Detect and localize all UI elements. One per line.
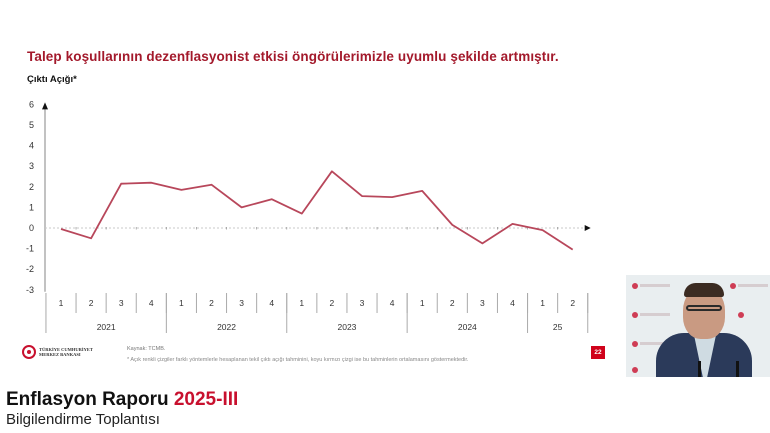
y-axis: 6 5 4 3 2 1 0 -1 -2 -3	[26, 99, 48, 295]
footnote: * Açık renkli çizgiler farklı yöntemlerl…	[127, 357, 469, 363]
svg-text:2: 2	[209, 298, 214, 308]
svg-text:2022: 2022	[217, 322, 236, 332]
svg-text:2024: 2024	[458, 322, 477, 332]
backdrop-logo-icon	[632, 283, 638, 289]
svg-text:2023: 2023	[337, 322, 356, 332]
svg-text:6: 6	[29, 99, 34, 109]
svg-text:1: 1	[59, 298, 64, 308]
svg-text:1: 1	[179, 298, 184, 308]
svg-text:1: 1	[29, 202, 34, 212]
svg-text:4: 4	[510, 298, 515, 308]
backdrop-logo-icon	[632, 367, 638, 373]
svg-text:3: 3	[119, 298, 124, 308]
source-note: Kaynak: TCMB.	[127, 346, 166, 352]
chart-series	[60, 170, 574, 251]
svg-text:4: 4	[149, 298, 154, 308]
svg-text:3: 3	[480, 298, 485, 308]
svg-text:2: 2	[570, 298, 575, 308]
speaker-hair	[684, 283, 724, 297]
cbrt-logo-icon	[22, 345, 36, 359]
cbrt-logo: TÜRKİYE CUMHURİYET MERKEZ BANKASI	[22, 345, 93, 359]
microphone-icon	[736, 361, 739, 377]
svg-text:1: 1	[420, 298, 425, 308]
svg-text:3: 3	[29, 161, 34, 171]
report-title-period: 2025-III	[173, 389, 239, 410]
speaker-video-inset	[626, 275, 770, 377]
svg-text:2021: 2021	[97, 322, 116, 332]
svg-text:4: 4	[390, 298, 395, 308]
logo-line-1: TÜRKİYE CUMHURİYET	[39, 347, 93, 352]
svg-text:1: 1	[540, 298, 545, 308]
svg-text:-1: -1	[26, 244, 34, 254]
svg-text:5: 5	[29, 120, 34, 130]
svg-text:3: 3	[239, 298, 244, 308]
x-axis: 1 2 3 4 1 2 3 4 1 2 3 4 1 2 3 4 1 2 2021 2022 2023 2024 25	[45, 225, 591, 333]
y-axis-title: Çıktı Açığı*	[27, 74, 77, 85]
svg-text:0: 0	[29, 223, 34, 233]
backdrop-logo-icon	[632, 341, 638, 347]
logo-line-2: MERKEZ BANKASI	[39, 352, 81, 357]
microphone-icon	[698, 361, 701, 377]
svg-text:1: 1	[299, 298, 304, 308]
svg-text:25: 25	[553, 322, 563, 332]
svg-text:-3: -3	[26, 285, 34, 295]
backdrop-logo-icon	[632, 312, 638, 318]
slide-title: Talep koşullarının dezenflasyonist etkis…	[27, 49, 559, 64]
speaker-glasses	[686, 305, 722, 311]
svg-text:4: 4	[29, 141, 34, 151]
report-subtitle: Bilgilendirme Toplantısı	[6, 411, 160, 428]
backdrop-logo-icon	[730, 283, 736, 289]
svg-text:3: 3	[360, 298, 365, 308]
page-number-badge: 22	[591, 346, 605, 359]
backdrop-logo-icon	[738, 312, 744, 318]
report-title: Enflasyon Raporu 2025-III	[6, 389, 238, 411]
svg-text:2: 2	[89, 298, 94, 308]
svg-text:2: 2	[450, 298, 455, 308]
report-title-main: Enflasyon Raporu	[6, 389, 169, 410]
svg-text:2: 2	[29, 182, 34, 192]
svg-text:-2: -2	[26, 264, 34, 274]
svg-text:2: 2	[330, 298, 335, 308]
svg-text:4: 4	[269, 298, 274, 308]
